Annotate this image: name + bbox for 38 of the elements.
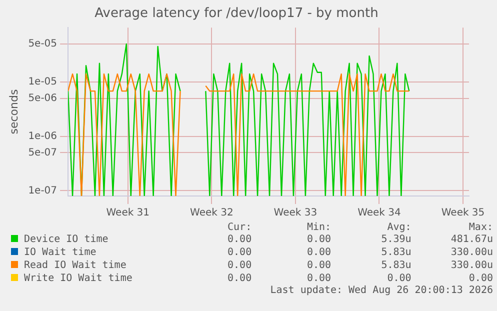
text: 481.67u: [450, 233, 494, 246]
legend-label: Write IO Wait time: [23, 272, 134, 285]
y-tick-label: 5e-05: [28, 38, 58, 50]
text: 0.00: [306, 259, 332, 272]
x-tick-label: Week 33: [274, 208, 318, 219]
x-tick-label: Week 31: [106, 208, 150, 219]
text: 5.83u: [380, 246, 412, 259]
text: 5.83u: [380, 259, 412, 272]
text: 0.00: [386, 272, 412, 285]
text: Min:: [306, 222, 332, 233]
text: 0.00: [226, 272, 253, 285]
text: 0.00: [226, 259, 253, 272]
legend-label: Device IO time: [23, 233, 110, 246]
text: Last update: Wed Aug 26 20:00:13 2026: [269, 285, 494, 296]
text: 330.00u: [450, 259, 494, 272]
chart-title: Average latency for /dev/loop17 - by month: [94, 6, 378, 22]
text: 0.00: [306, 246, 332, 259]
text: 330.00u: [450, 246, 494, 259]
x-tick-label: Week 35: [441, 208, 485, 219]
text: 0.00: [306, 233, 332, 246]
y-axis-title: seconds: [7, 89, 20, 134]
x-tick-label: Week 32: [190, 208, 234, 219]
x-tick-label: Week 34: [358, 208, 401, 219]
text: 0.00: [226, 246, 253, 259]
text: 0.00: [306, 272, 332, 285]
text: Max:: [468, 222, 494, 233]
y-tick-label: 1e-05: [28, 76, 58, 88]
text: 5.39u: [380, 233, 412, 246]
legend-label: Read IO Wait time: [23, 259, 128, 272]
text: Cur:: [226, 222, 253, 233]
text: 0.00: [468, 272, 494, 285]
y-tick-label: 1e-06: [28, 130, 58, 142]
text: Avg:: [386, 222, 412, 233]
y-tick-label: 1e-07: [28, 185, 58, 196]
y-tick-label: 5e-07: [28, 147, 58, 158]
legend-label: IO Wait time: [23, 246, 98, 259]
y-tick-label: 5e-06: [28, 92, 58, 104]
text: 0.00: [226, 233, 253, 246]
